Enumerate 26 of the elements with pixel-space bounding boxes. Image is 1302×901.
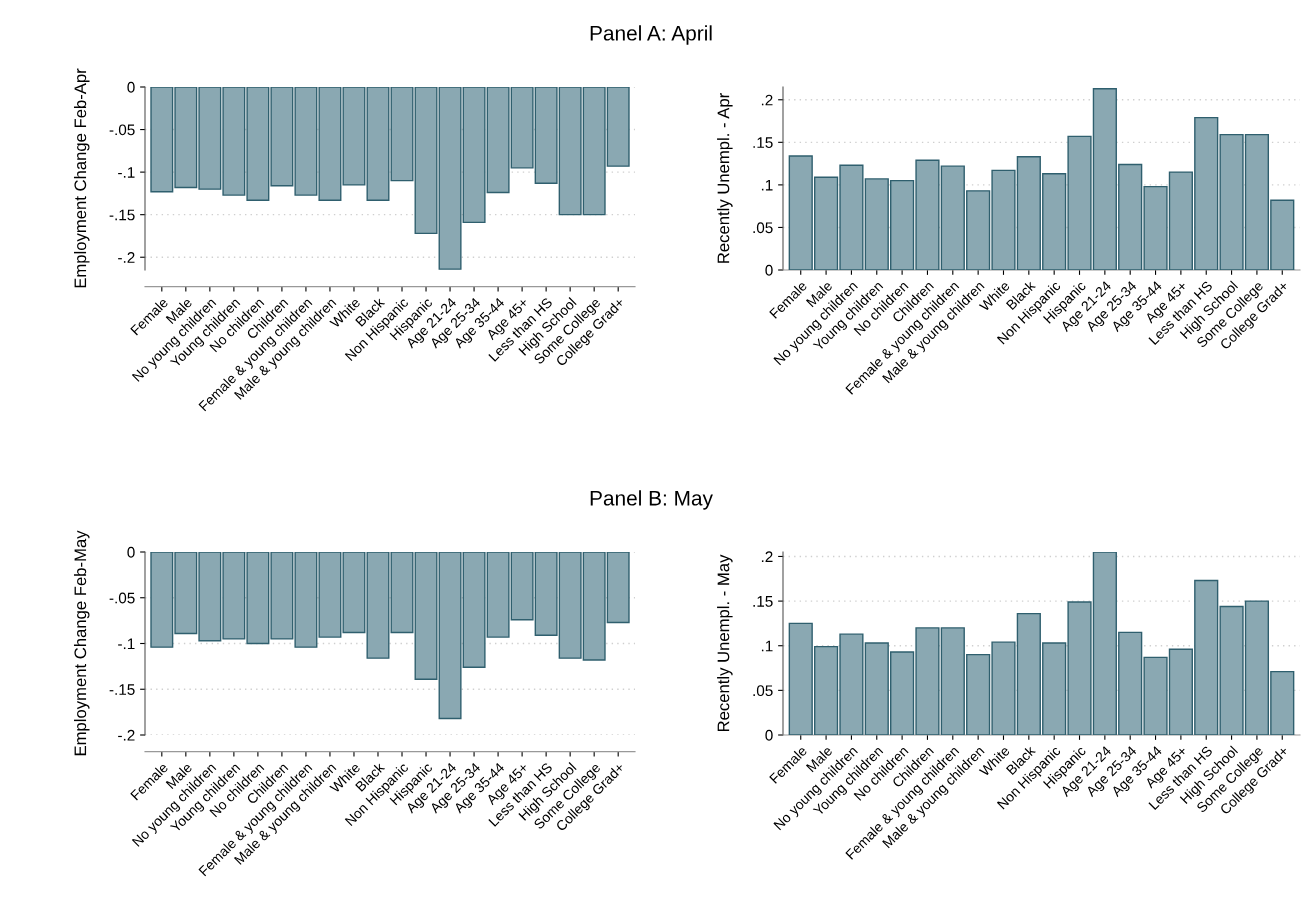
- y-tick-label: .15: [753, 137, 773, 149]
- y-tick-label: -.05: [109, 592, 135, 604]
- y-tick-label: .05: [753, 222, 773, 234]
- y-tick-label: -.2: [118, 729, 135, 741]
- y-tick-label: -.1: [118, 167, 135, 178]
- y-tick-label: .1: [761, 640, 773, 652]
- y-axis-title: Employment Change Feb-May: [73, 530, 90, 756]
- y-tick-label: .05: [753, 685, 773, 697]
- y-axis-title: Employment Change Feb-Apr: [73, 68, 90, 288]
- y-tick-label: -.15: [109, 684, 135, 695]
- y-tick-label: -.05: [109, 124, 135, 136]
- y-axis-title: Recently Unempl. - May: [717, 554, 733, 732]
- y-tick-label: 0: [765, 264, 773, 276]
- y-tick-label: 0: [127, 546, 135, 558]
- y-tick-label: 0: [765, 729, 773, 741]
- y-tick-label: -.1: [118, 638, 135, 650]
- y-tick-label: .15: [753, 596, 773, 607]
- chart-title: Panel A: April: [590, 25, 712, 45]
- chart-title: Panel B: May: [590, 490, 713, 510]
- y-tick-label: .1: [761, 179, 773, 191]
- y-tick-label: .2: [761, 94, 773, 106]
- y-tick-label: 0: [127, 81, 135, 93]
- y-tick-label: -.15: [109, 209, 135, 221]
- y-tick-label: -.2: [118, 252, 135, 263]
- y-axis-title: Recently Unempl. - Apr: [717, 93, 733, 263]
- y-tick-label: .2: [761, 551, 773, 562]
